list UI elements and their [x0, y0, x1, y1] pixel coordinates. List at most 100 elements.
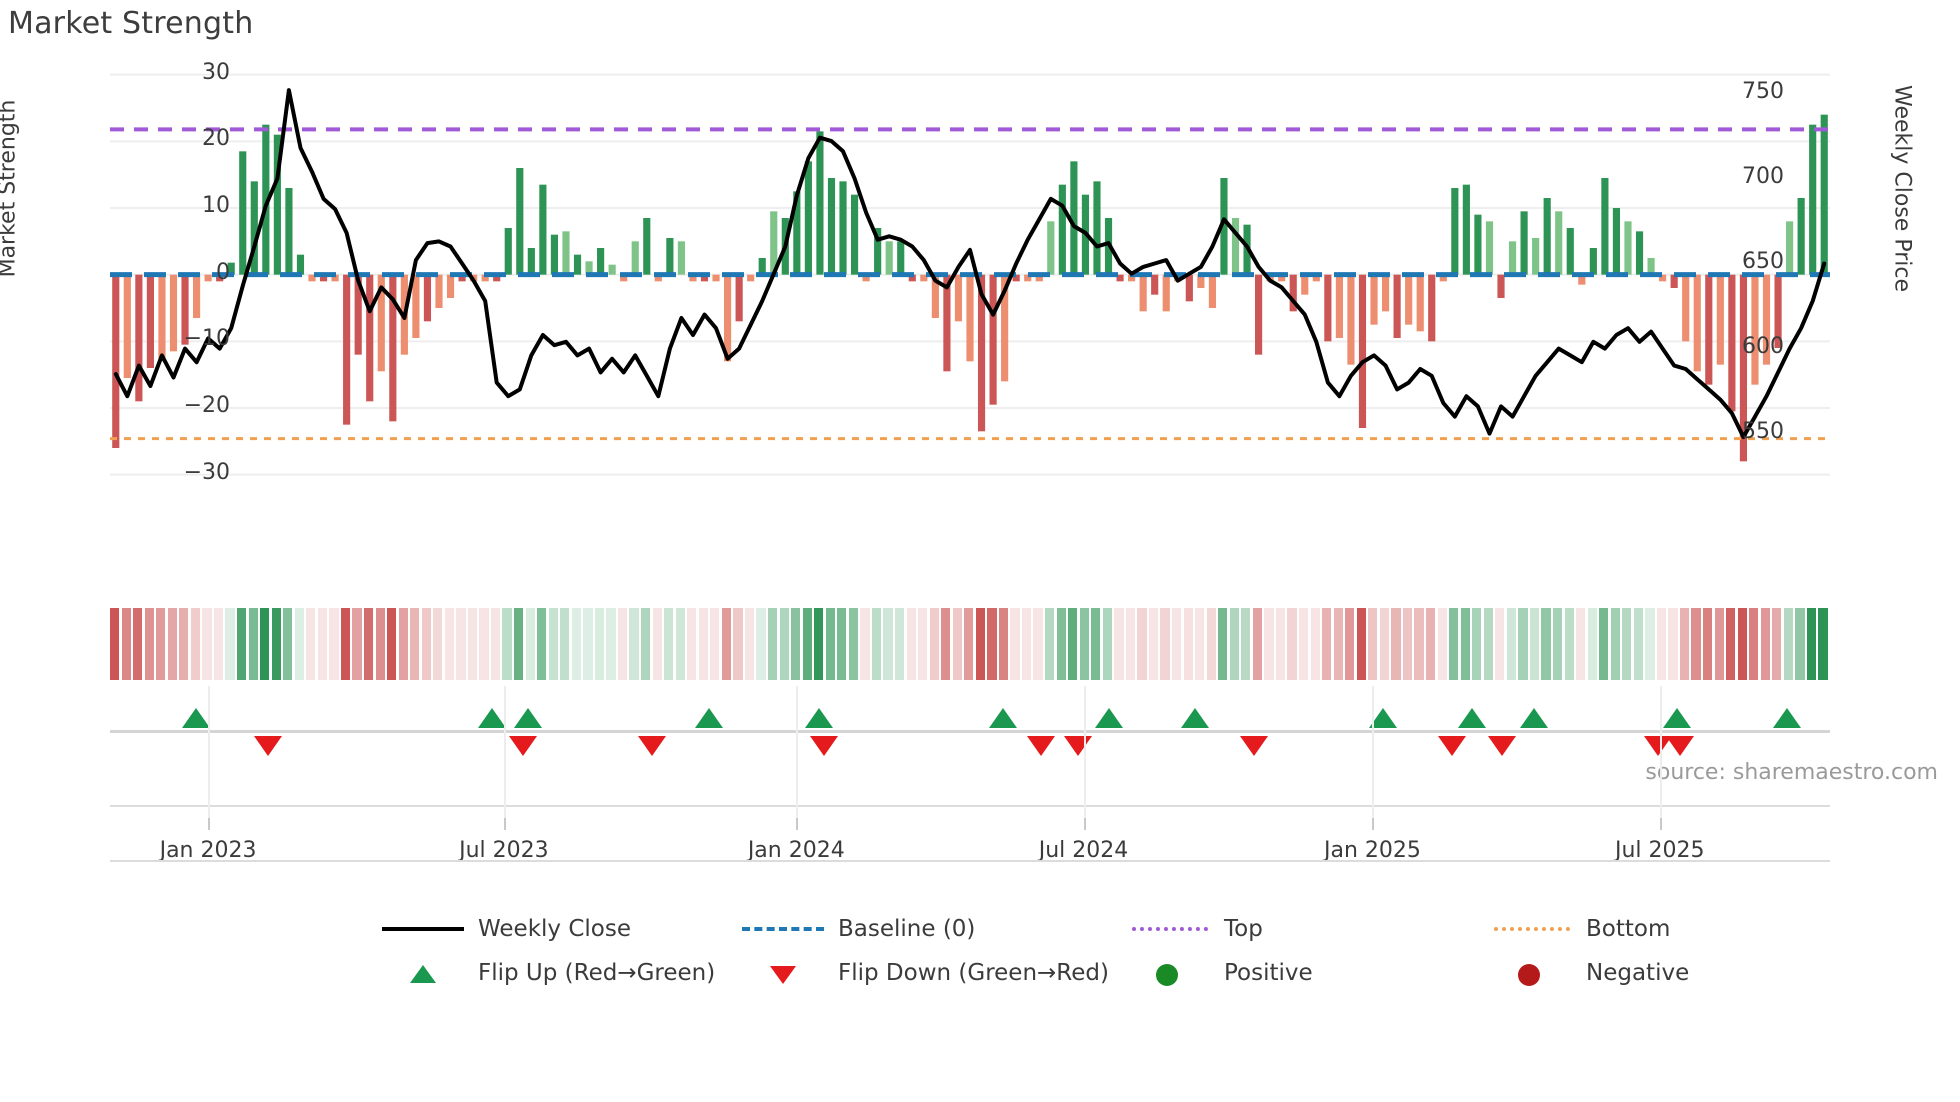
heatmap-cell	[375, 608, 385, 680]
lower-band-guide	[503, 686, 506, 818]
heatmap-cell	[802, 608, 812, 680]
flip-down-marker	[1239, 736, 1268, 756]
legend-row-1: Weekly Close Baseline (0) Top Bottom	[0, 916, 1960, 964]
heatmap-cell	[444, 608, 454, 680]
market-strength-svg	[110, 73, 1830, 476]
heatmap-cell	[1414, 608, 1424, 680]
heatmap-cell	[929, 608, 939, 680]
flip-down-marker	[1064, 736, 1093, 756]
heatmap-cell	[594, 608, 605, 680]
right-axis-tick: 600	[1742, 333, 1784, 359]
heatmap-cell	[421, 608, 431, 680]
heatmap-cell	[779, 608, 789, 680]
legend-item-top[interactable]: Top	[1128, 916, 1263, 942]
heatmap-cell	[1818, 608, 1828, 680]
heatmap-cell	[283, 608, 293, 680]
heatmap-cell	[398, 608, 408, 680]
heatmap-cell	[571, 608, 581, 680]
heatmap-cell	[1691, 608, 1701, 680]
heatmap-cell	[121, 608, 131, 680]
heatmap-cell	[306, 608, 316, 680]
flip-up-marker	[694, 708, 723, 728]
heatmap-cell	[698, 608, 708, 680]
right-axis-tick: 750	[1742, 78, 1784, 104]
heatmap-cell	[1068, 608, 1078, 680]
heatmap-cell	[1622, 608, 1632, 680]
flip-down-marker	[1437, 736, 1466, 756]
lower-band-guide	[796, 686, 799, 818]
heatmap-cell	[1160, 608, 1170, 680]
heatmap-cell	[964, 608, 974, 680]
legend-item-positive[interactable]: Positive	[1128, 960, 1313, 986]
heatmap-cell	[791, 608, 801, 680]
left-axis-tick: −30	[183, 459, 230, 485]
legend-item-baseline[interactable]: Baseline (0)	[742, 916, 975, 942]
heatmap-cell	[502, 608, 512, 680]
right-axis-label: Weekly Close Price	[1889, 85, 1915, 292]
heatmap-cell	[675, 608, 685, 680]
heatmap-cell	[1599, 608, 1609, 680]
x-axis-tick-label: Jan 2023	[159, 838, 257, 863]
heatmap-cell	[1483, 608, 1493, 680]
page-title: Market Strength	[8, 6, 254, 41]
left-axis-label: Market Strength	[0, 99, 21, 278]
legend-item-weekly-close[interactable]: Weekly Close	[382, 916, 631, 942]
source-note: source: sharemaestro.com	[1645, 760, 1938, 785]
legend-label: Flip Up (Red→Green)	[478, 960, 716, 986]
solid-line-icon	[382, 916, 464, 942]
x-axis-tick-label: Jan 2025	[1324, 838, 1421, 863]
legend-item-bottom[interactable]: Bottom	[1490, 916, 1670, 942]
heatmap-cell	[744, 608, 755, 680]
heatmap-cell	[721, 608, 732, 680]
heatmap-cell	[767, 608, 778, 680]
flip-up-marker	[1181, 708, 1210, 728]
left-axis-tick: −10	[183, 326, 230, 352]
x-axis-tick-mark	[796, 818, 799, 830]
dotted-line-icon	[1490, 916, 1572, 942]
heatmap-cell	[317, 608, 327, 680]
heatmap-cell	[144, 608, 154, 680]
heatmap-cell	[260, 608, 270, 680]
heatmap-cell	[848, 608, 858, 680]
legend-label: Flip Down (Green→Red)	[838, 960, 1109, 986]
legend-item-negative[interactable]: Negative	[1490, 960, 1689, 986]
flip-down-marker	[809, 736, 838, 756]
circle-icon	[1490, 960, 1572, 986]
heatmap-cell	[1714, 608, 1724, 680]
right-axis-tick: 650	[1742, 248, 1784, 274]
lower-band-guide	[1372, 686, 1375, 818]
legend-item-flip-up[interactable]: Flip Up (Red→Green)	[382, 960, 715, 986]
x-axis-tick-label: Jul 2024	[1038, 838, 1129, 863]
heatmap-cell	[1610, 608, 1620, 680]
lower-band-guide	[1083, 686, 1086, 818]
heatmap-cell	[1552, 608, 1563, 680]
heatmap-cell	[213, 608, 224, 680]
legend-label: Weekly Close	[478, 916, 631, 942]
heatmap-cell	[456, 608, 466, 680]
heatmap-cell	[410, 608, 420, 680]
heatmap-cell	[1749, 608, 1759, 680]
heatmap-cell	[1195, 608, 1205, 680]
heatmap-cell	[906, 608, 916, 680]
heatmap-cell	[1737, 608, 1747, 680]
heatmap-cell	[490, 608, 501, 680]
heatmap-cell	[479, 608, 489, 680]
heatmap-cell	[1506, 608, 1516, 680]
heatmap-cell	[1148, 608, 1159, 680]
heatmap-cell	[664, 608, 674, 680]
heatmap-cell	[179, 608, 189, 680]
heatmap-cell	[340, 608, 351, 680]
flip-marker-row	[110, 686, 1830, 806]
heatmap-cell	[202, 608, 212, 680]
flip-down-marker	[1666, 736, 1695, 756]
heatmap-cell	[1241, 608, 1251, 680]
heatmap-cell	[1726, 608, 1736, 680]
triangle-down-icon	[742, 960, 824, 986]
heatmap-cell	[1795, 608, 1805, 680]
heatmap-cell	[1760, 608, 1770, 680]
heatmap-cell	[1045, 608, 1055, 680]
heatmap-cell	[687, 608, 697, 680]
heatmap-cell	[1495, 608, 1505, 680]
x-axis-tick-mark	[503, 818, 506, 830]
legend-item-flip-down[interactable]: Flip Down (Green→Red)	[742, 960, 1109, 986]
